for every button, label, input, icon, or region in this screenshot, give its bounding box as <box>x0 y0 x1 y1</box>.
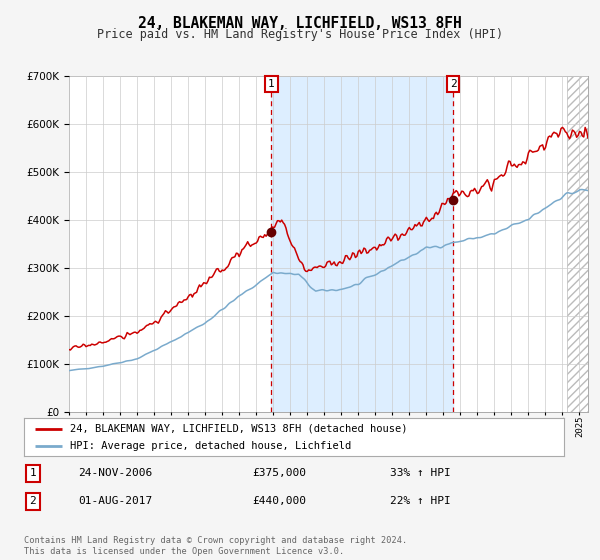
Text: 01-AUG-2017: 01-AUG-2017 <box>78 496 152 506</box>
Text: 24, BLAKEMAN WAY, LICHFIELD, WS13 8FH: 24, BLAKEMAN WAY, LICHFIELD, WS13 8FH <box>138 16 462 31</box>
Text: Price paid vs. HM Land Registry's House Price Index (HPI): Price paid vs. HM Land Registry's House … <box>97 28 503 41</box>
Text: 1: 1 <box>29 468 37 478</box>
Text: 33% ↑ HPI: 33% ↑ HPI <box>390 468 451 478</box>
Text: 24, BLAKEMAN WAY, LICHFIELD, WS13 8FH (detached house): 24, BLAKEMAN WAY, LICHFIELD, WS13 8FH (d… <box>70 423 407 433</box>
Bar <box>271 76 453 412</box>
Text: £440,000: £440,000 <box>252 496 306 506</box>
Text: 24-NOV-2006: 24-NOV-2006 <box>78 468 152 478</box>
Text: £375,000: £375,000 <box>252 468 306 478</box>
Text: 2: 2 <box>450 79 457 89</box>
Text: HPI: Average price, detached house, Lichfield: HPI: Average price, detached house, Lich… <box>70 441 351 451</box>
Text: 1: 1 <box>268 79 275 89</box>
Text: Contains HM Land Registry data © Crown copyright and database right 2024.
This d: Contains HM Land Registry data © Crown c… <box>24 536 407 556</box>
Text: 2: 2 <box>29 496 37 506</box>
Text: 22% ↑ HPI: 22% ↑ HPI <box>390 496 451 506</box>
